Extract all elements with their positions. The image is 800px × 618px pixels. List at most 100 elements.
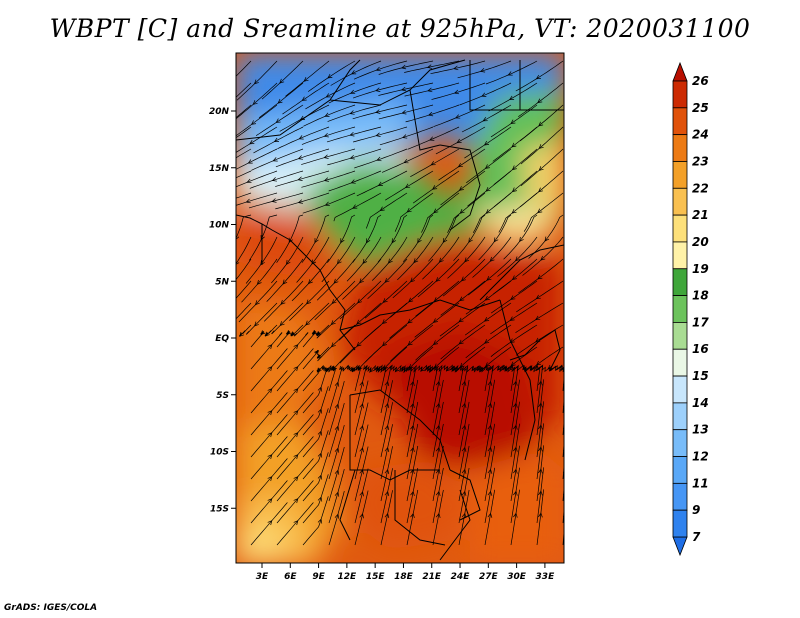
streamline <box>354 446 369 502</box>
streamline-arrow <box>445 366 451 372</box>
lon-tick-label: 24E <box>451 572 471 582</box>
streamline-arrow <box>247 159 253 164</box>
streamline <box>236 302 252 320</box>
streamline <box>520 126 564 165</box>
streamline <box>236 82 278 120</box>
streamline <box>385 170 434 201</box>
streamline-arrow <box>384 446 390 453</box>
streamline <box>261 60 304 100</box>
streamline <box>432 364 443 414</box>
streamline <box>415 280 460 317</box>
streamline-arrow <box>349 89 356 95</box>
streamline-arrow <box>236 260 240 265</box>
colorbar-segment <box>672 429 688 457</box>
lon-tick-label: 30E <box>507 572 527 582</box>
colorbar-label: 18 <box>692 289 709 303</box>
streamline-arrow <box>509 95 515 100</box>
streamline-arrow <box>366 238 371 244</box>
streamline-arrow <box>334 491 340 497</box>
streamline-arrow <box>458 186 464 191</box>
streamline-arrow <box>509 338 515 343</box>
streamline <box>406 445 419 502</box>
streamline-arrow <box>286 330 292 335</box>
streamline-arrow <box>317 496 323 502</box>
streamline-arrow <box>317 408 323 414</box>
streamline <box>353 60 408 80</box>
streamline-arrow <box>267 476 273 482</box>
colorbar-label: 21 <box>692 208 709 222</box>
streamline <box>458 401 470 458</box>
streamline-arrow <box>513 512 518 518</box>
streamline <box>277 126 330 150</box>
streamline <box>241 258 278 303</box>
streamline <box>328 381 345 436</box>
streamline-arrow <box>429 136 435 141</box>
streamline-arrow <box>408 297 414 303</box>
streamline-arrow <box>513 380 518 386</box>
streamline-arrow <box>334 469 340 475</box>
streamline <box>236 192 278 206</box>
streamline-arrow <box>471 366 477 371</box>
streamline-arrow <box>280 299 286 305</box>
lat-tick-label: 5S <box>216 391 229 401</box>
streamline <box>354 148 408 169</box>
streamline <box>255 104 304 136</box>
streamline-arrow <box>511 275 517 280</box>
streamline-arrow <box>327 73 333 79</box>
streamline-arrow <box>359 403 364 409</box>
streamline-arrow <box>458 317 464 323</box>
streamline <box>410 148 460 178</box>
streamline-arrow <box>293 476 299 482</box>
streamline <box>484 467 496 524</box>
streamline-arrow <box>410 277 415 283</box>
streamline-arrow <box>293 366 299 372</box>
streamline <box>380 424 393 480</box>
streamline-arrow <box>359 381 364 387</box>
streamline-arrow <box>228 101 232 105</box>
streamline-arrow <box>384 402 390 409</box>
streamline <box>432 489 444 546</box>
grads-credit: GrADS: IGES/COLA <box>4 603 98 613</box>
streamline <box>302 367 328 414</box>
streamline-arrow <box>402 134 408 139</box>
streamline <box>276 436 314 480</box>
lon-tick-label: 21E <box>422 572 442 582</box>
streamline <box>510 401 520 458</box>
streamline-arrow <box>481 92 487 97</box>
streamline <box>518 258 564 294</box>
streamline <box>249 214 278 261</box>
streamline-arrow <box>384 424 390 431</box>
streamline <box>380 402 393 458</box>
streamline <box>417 258 460 298</box>
streamline-arrow <box>487 512 493 518</box>
streamline-arrow <box>432 185 438 190</box>
lat-tick-label: 10S <box>210 448 229 458</box>
streamline-arrow <box>461 424 467 430</box>
streamline <box>371 236 408 281</box>
streamline <box>250 436 288 480</box>
streamline-arrow <box>254 300 260 306</box>
streamline <box>406 423 419 480</box>
streamline-arrow <box>382 341 387 347</box>
streamline-arrow <box>435 402 441 409</box>
colorbar-segment <box>672 375 688 404</box>
streamline-arrow <box>489 256 495 262</box>
streamline <box>236 214 252 240</box>
streamline <box>236 60 252 77</box>
streamline <box>435 126 486 155</box>
streamline-arrow <box>458 339 464 345</box>
streamline <box>236 236 252 265</box>
streamline-arrow <box>515 256 521 262</box>
streamline-arrow <box>468 237 473 243</box>
streamline-arrow <box>483 317 490 322</box>
colorbar-segment <box>672 161 688 189</box>
streamline <box>354 365 367 414</box>
streamline-arrow <box>540 255 546 261</box>
streamline-arrow <box>225 142 229 146</box>
country-boundaries <box>236 59 564 561</box>
streamline <box>271 302 304 335</box>
streamline-arrow <box>362 258 368 265</box>
streamline <box>430 60 486 75</box>
colorbar-bottom-arrow <box>672 536 688 557</box>
